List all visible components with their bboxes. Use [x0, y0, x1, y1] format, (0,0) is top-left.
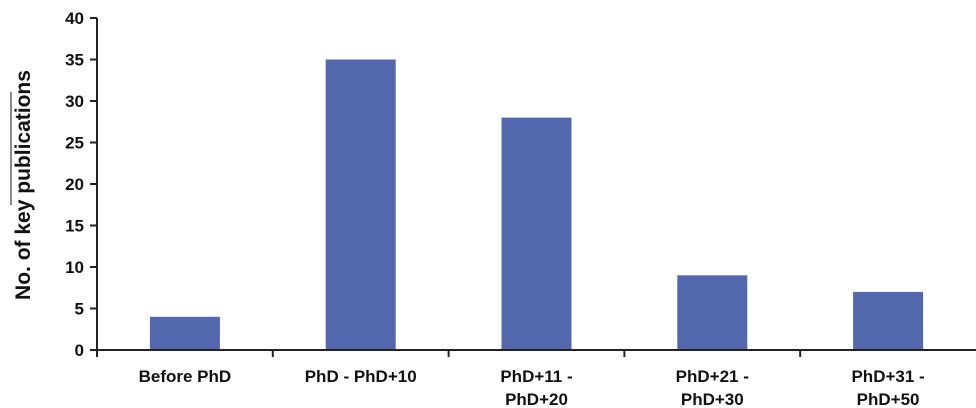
x-axis-ticks: Before PhD PhD - PhD+10 PhD+11 - PhD+20 PhD+…: [96, 350, 925, 408]
x-category-label: PhD+11 -: [500, 367, 572, 386]
y-axis-ticks: 0 5 10 15 20 25 30 35 40: [65, 9, 97, 360]
y-tick-label: 35: [65, 51, 84, 70]
y-tick-label: 30: [65, 92, 84, 111]
y-tick-label: 20: [65, 175, 84, 194]
x-category-label: PhD+50: [857, 390, 920, 408]
y-axis-title: No. of key publications: [12, 70, 35, 300]
x-category-label: PhD+20: [505, 390, 568, 408]
x-category-label: PhD+30: [681, 390, 744, 408]
y-tick-label: 40: [65, 9, 84, 28]
bar: [149, 316, 220, 350]
bar: [677, 275, 748, 350]
bars-group: [149, 59, 924, 350]
x-category-label: PhD+21 -: [676, 367, 749, 386]
bar: [325, 59, 396, 350]
y-tick-label: 0: [75, 341, 84, 360]
y-tick-label: 25: [65, 134, 84, 153]
y-tick-label: 15: [65, 217, 84, 236]
x-category-label: PhD+31 -: [851, 367, 924, 386]
bar: [853, 291, 924, 350]
y-tick-label: 10: [65, 258, 84, 277]
y-tick-label: 5: [75, 300, 84, 319]
x-category-label: PhD - PhD+10: [305, 367, 417, 386]
x-category-label: Before PhD: [139, 367, 232, 386]
bar: [501, 117, 572, 350]
